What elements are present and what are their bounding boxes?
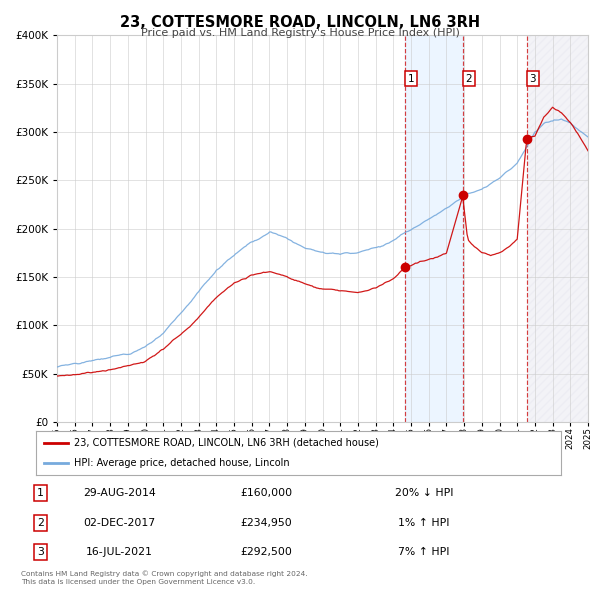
Text: 1% ↑ HPI: 1% ↑ HPI <box>398 518 450 527</box>
Text: 2: 2 <box>466 74 472 84</box>
Text: 23, COTTESMORE ROAD, LINCOLN, LN6 3RH (detached house): 23, COTTESMORE ROAD, LINCOLN, LN6 3RH (d… <box>74 438 379 448</box>
Text: Price paid vs. HM Land Registry's House Price Index (HPI): Price paid vs. HM Land Registry's House … <box>140 28 460 38</box>
Text: 16-JUL-2021: 16-JUL-2021 <box>86 548 153 558</box>
Text: £234,950: £234,950 <box>240 518 292 527</box>
Text: £292,500: £292,500 <box>240 548 292 558</box>
Text: 3: 3 <box>37 548 44 558</box>
Text: 1: 1 <box>37 488 44 498</box>
Text: HPI: Average price, detached house, Lincoln: HPI: Average price, detached house, Linc… <box>74 458 290 468</box>
Text: 29-AUG-2014: 29-AUG-2014 <box>83 488 156 498</box>
Bar <box>405 35 463 422</box>
Text: 02-DEC-2017: 02-DEC-2017 <box>83 518 155 527</box>
Text: 20% ↓ HPI: 20% ↓ HPI <box>395 488 454 498</box>
Text: This data is licensed under the Open Government Licence v3.0.: This data is licensed under the Open Gov… <box>21 579 255 585</box>
Text: 23, COTTESMORE ROAD, LINCOLN, LN6 3RH: 23, COTTESMORE ROAD, LINCOLN, LN6 3RH <box>120 15 480 30</box>
Text: 7% ↑ HPI: 7% ↑ HPI <box>398 548 450 558</box>
Text: 2: 2 <box>37 518 44 527</box>
Text: £160,000: £160,000 <box>240 488 292 498</box>
Text: 1: 1 <box>407 74 414 84</box>
Bar <box>527 35 588 422</box>
Text: Contains HM Land Registry data © Crown copyright and database right 2024.: Contains HM Land Registry data © Crown c… <box>21 571 308 577</box>
Text: 3: 3 <box>529 74 536 84</box>
